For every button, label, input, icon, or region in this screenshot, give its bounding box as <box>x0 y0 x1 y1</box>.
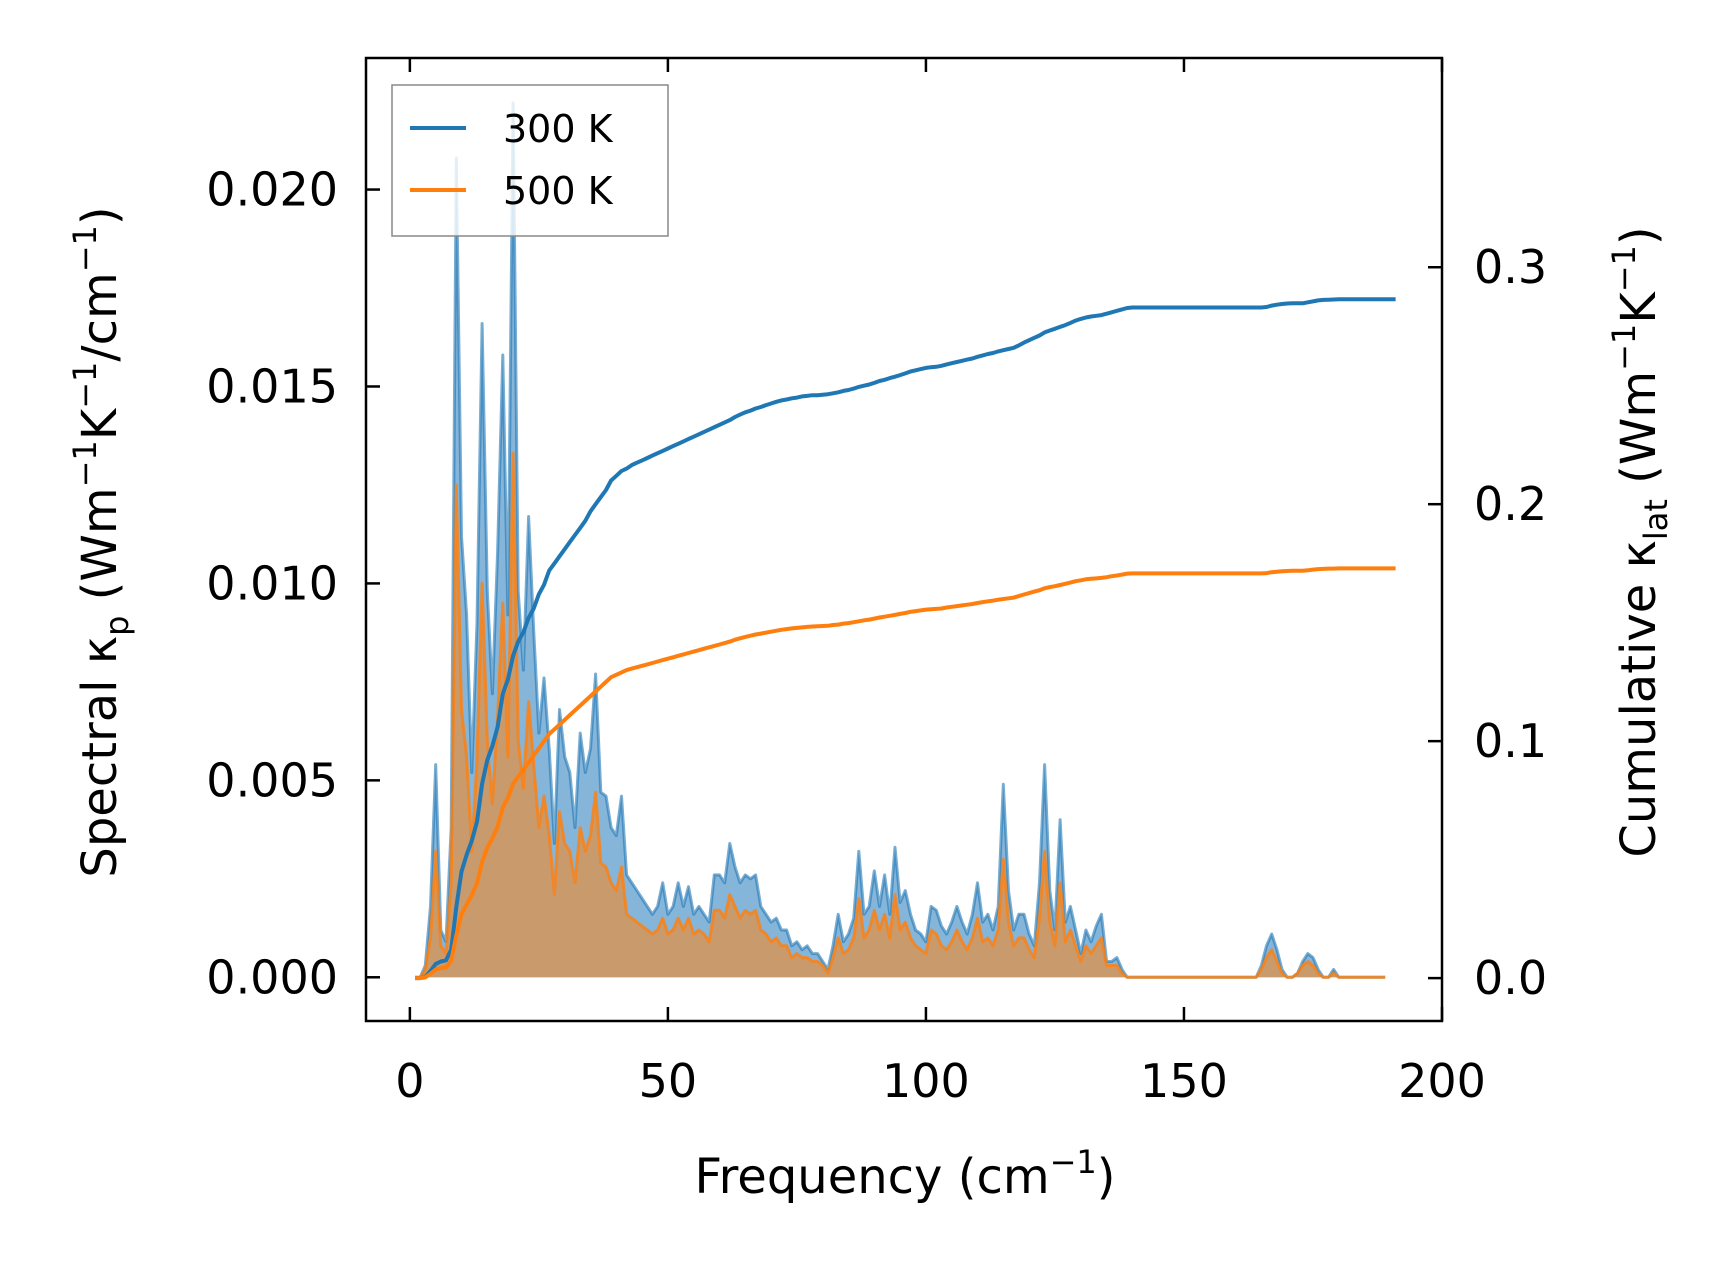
y-left-title-a: Spectral κ <box>72 636 128 878</box>
y-right-title-a: Cumulative κ <box>1611 540 1667 858</box>
y-right-tick-label: 0.2 <box>1474 477 1547 531</box>
y-left-title-b-sup: −1 <box>66 440 104 487</box>
legend-box <box>391 84 669 237</box>
y-left-title-b: (Wm <box>72 487 128 615</box>
x-axis-ticks: 0 50 100 150 200 <box>395 58 1486 1108</box>
plot-area <box>415 101 1396 981</box>
x-tick-label: 200 <box>1398 1054 1486 1108</box>
spectral-line-500k <box>415 451 1386 979</box>
legend-label-300k: 300 K <box>503 107 614 151</box>
x-axis-title-main: Frequency (cm <box>694 1149 1049 1205</box>
x-tick-label: 100 <box>882 1054 970 1108</box>
cumulative-lines <box>415 297 1396 981</box>
y-left-tick-label: 0.010 <box>206 556 338 610</box>
y-left-tick-label: 0.015 <box>206 359 338 413</box>
x-axis-title-sup: −1 <box>1050 1143 1097 1181</box>
y-left-title-a-sub: p <box>98 616 136 636</box>
legend: 300 K 500 K <box>391 84 669 237</box>
legend-label-500k: 500 K <box>503 169 614 213</box>
y-right-tick-label: 0.1 <box>1474 714 1547 768</box>
y-right-title-c-sup: −1 <box>1605 245 1643 292</box>
y-right-tick-label: 0.0 <box>1474 951 1547 1005</box>
y-right-tick-label: 0.3 <box>1474 240 1547 294</box>
spectral-fill-500k <box>415 453 1386 978</box>
y-left-title-d: /cm <box>72 272 128 361</box>
y-left-axis-ticks: 0.000 0.005 0.010 0.015 0.020 <box>206 163 380 1004</box>
y-left-tick-label: 0.005 <box>206 753 338 807</box>
cumulative-line-300k <box>415 297 1396 981</box>
cumulative-line-500k <box>415 566 1396 981</box>
y-right-title-b: (Wm <box>1611 371 1667 499</box>
y-right-title-e: ) <box>1611 226 1667 245</box>
y-left-title-c: K <box>72 407 128 440</box>
y-right-axis-title: Cumulative κlat (Wm−1K−1) <box>1605 226 1675 857</box>
y-right-axis-ticks: 0.0 0.1 0.2 0.3 <box>1428 240 1547 1005</box>
y-left-title-e: ) <box>72 206 128 225</box>
y-left-axis-title: Spectral κp (Wm−1K−1/cm−1) <box>66 206 136 877</box>
spectral-fills <box>415 102 1386 978</box>
spectral-lines <box>415 101 1386 979</box>
x-axis-title-tail: ) <box>1097 1149 1116 1205</box>
y-left-tick-label: 0.020 <box>206 163 338 217</box>
x-tick-label: 50 <box>639 1054 698 1108</box>
y-right-title-b-sup: −1 <box>1605 324 1643 371</box>
x-tick-label: 150 <box>1140 1054 1228 1108</box>
plot-frame <box>364 56 1444 1023</box>
x-tick-label: 0 <box>395 1054 424 1108</box>
y-right-title-a-sub: lat <box>1637 499 1675 540</box>
y-left-tick-label: 0.000 <box>206 950 338 1004</box>
y-left-title-c-sup: −1 <box>66 362 104 409</box>
y-left-title-d-sup: −1 <box>66 225 104 272</box>
y-right-title-c: K <box>1611 291 1667 324</box>
x-axis-title: Frequency (cm−1) <box>694 1143 1115 1205</box>
